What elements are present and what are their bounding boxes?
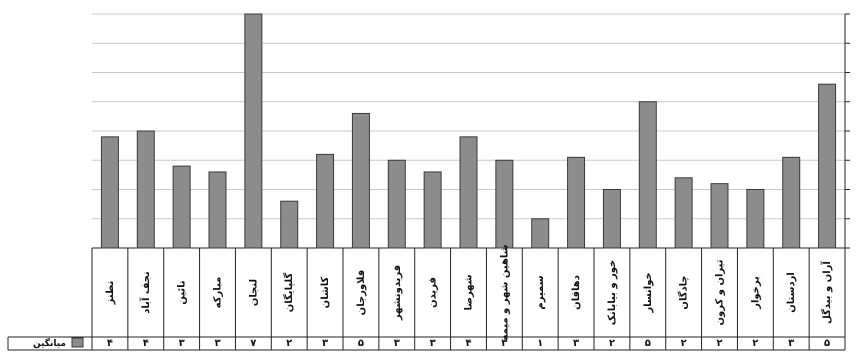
category-label: خوانسار	[643, 272, 654, 313]
table-value: ۲	[716, 338, 722, 349]
category-label: مبارکه	[213, 277, 224, 309]
table-value: ۲	[609, 338, 615, 349]
legend: میانگین	[33, 337, 84, 349]
table-value: ۳	[501, 338, 507, 349]
category-label: برخوار	[750, 276, 761, 310]
category-label: فریدن	[428, 277, 439, 308]
bar	[316, 153, 335, 249]
category-label: لنجان	[248, 279, 259, 306]
table-value: ۷	[250, 338, 256, 349]
bars	[100, 13, 837, 249]
bar	[459, 136, 478, 249]
table-value: ۵	[824, 338, 830, 349]
category-label: دهاقان	[571, 275, 582, 310]
bar	[567, 156, 586, 249]
category-label: چادگان	[677, 275, 690, 309]
category-label: فریدونشهر	[392, 265, 403, 321]
bar	[172, 165, 191, 249]
bar	[495, 159, 514, 249]
category-label: آران و بیدگل	[820, 261, 833, 324]
bar	[531, 218, 550, 249]
table-value: ۲	[752, 338, 758, 349]
bar	[782, 156, 801, 249]
table-value: ۳	[573, 338, 579, 349]
table-value: ۲	[286, 338, 292, 349]
category-label: گلپایگان	[282, 273, 295, 313]
legend-label: میانگین	[33, 337, 66, 349]
bar	[638, 101, 657, 249]
bar	[674, 177, 693, 249]
table-value: ۱	[537, 338, 543, 349]
category-label: نطنز	[105, 281, 116, 306]
category-label: تیران و کرون	[715, 259, 726, 325]
category-label: شهرضا	[464, 274, 475, 310]
bar	[423, 171, 442, 249]
bar	[710, 183, 729, 249]
category-label: سمیرم	[535, 275, 546, 309]
category-label: کاشان	[320, 276, 331, 308]
category-label: فلاورجان	[356, 270, 367, 316]
table-value: ۳	[214, 338, 220, 349]
table-value: ۳	[430, 338, 436, 349]
bar	[100, 136, 119, 249]
category-label: نجف آباد	[139, 271, 152, 313]
table-value: ۲	[681, 338, 687, 349]
legend-swatch	[71, 337, 84, 348]
category-label: نائین	[177, 280, 188, 304]
table-value: ۴	[107, 338, 113, 349]
table-value: ۴	[143, 338, 149, 349]
bar	[818, 83, 837, 249]
bar	[280, 200, 299, 249]
table-value: ۴	[465, 338, 471, 349]
table-value: ۳	[394, 338, 400, 349]
data-table: نطنز ۴ نجف آباد ۴ نائین ۳ مبارکه ۳ لنجان ۷ گلپایگا…	[7, 244, 846, 351]
bar	[387, 159, 406, 249]
table-value: ۵	[645, 338, 651, 349]
bar	[746, 189, 765, 249]
bar	[208, 171, 227, 249]
table-value: ۳	[179, 338, 185, 349]
bar	[602, 189, 621, 249]
bar	[136, 130, 155, 249]
table-value: ۳	[788, 338, 794, 349]
bar	[351, 112, 370, 249]
bar	[244, 13, 263, 249]
table-value: ۵	[358, 338, 364, 349]
category-label: خور و بیابانک	[607, 260, 618, 326]
table-value: ۳	[322, 338, 328, 349]
category-label: اردستان	[786, 272, 797, 313]
category-label: شاهین شهر و میمه	[499, 244, 510, 340]
